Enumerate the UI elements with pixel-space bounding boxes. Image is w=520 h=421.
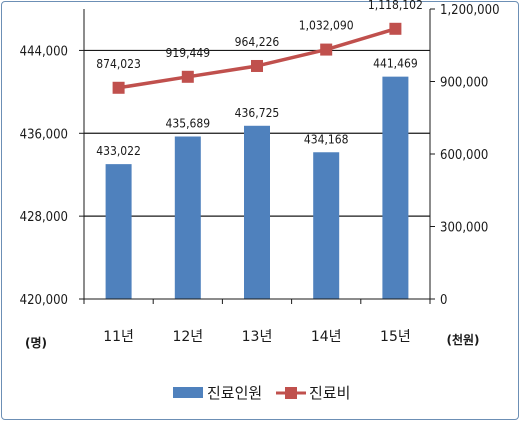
line-marker — [112, 81, 125, 94]
legend-swatch-marker — [285, 387, 297, 399]
bar-data-label: 441,469 — [373, 57, 418, 71]
legend-label-line: 진료비 — [309, 384, 350, 402]
right-tick-label: 1,200,000 — [440, 3, 500, 18]
line-marker — [181, 70, 194, 83]
x-tick-label: 11년 — [103, 329, 134, 345]
left-tick-label: 428,000 — [20, 210, 68, 225]
right-tick-label: 0 — [440, 293, 447, 308]
legend-swatch-bar — [173, 387, 203, 398]
x-tick-label: 13년 — [242, 329, 273, 345]
bar — [382, 76, 409, 299]
right-tick-label: 900,000 — [440, 76, 488, 91]
bar — [313, 152, 340, 299]
left-tick-label: 420,000 — [20, 293, 68, 308]
bar-data-label: 434,168 — [304, 132, 349, 146]
bar — [105, 164, 132, 299]
axes: 420,000 428,000 436,000 444,000 0 300,000 600,… — [20, 3, 500, 345]
left-axis-unit: (명) — [25, 336, 47, 350]
line-marker — [320, 43, 333, 56]
legend-label-bar: 진료인원 — [207, 384, 262, 402]
legend: 진료인원 진료비 — [173, 384, 350, 402]
line-data-label: 1,118,102 — [368, 0, 423, 12]
bar-series — [105, 76, 409, 299]
data-labels: 433,022 435,689 436,725 434,168 441,469 874,0… — [96, 0, 423, 158]
right-tick-label: 300,000 — [440, 221, 488, 236]
bar-data-label: 433,022 — [96, 144, 141, 158]
line-marker — [251, 59, 263, 72]
line-data-label: 1,032,090 — [299, 19, 354, 33]
bar-data-label: 435,689 — [165, 117, 210, 131]
right-tick-label: 600,000 — [440, 148, 488, 163]
line-data-label: 919,449 — [165, 46, 210, 60]
left-tick-label: 444,000 — [20, 44, 68, 59]
x-tick-label: 15년 — [380, 329, 411, 345]
x-tick-label: 12년 — [172, 329, 203, 345]
right-axis-unit: (천원) — [446, 332, 479, 347]
line-data-label: 964,226 — [235, 35, 280, 49]
line-marker — [389, 22, 402, 35]
left-tick-label: 436,000 — [20, 127, 68, 142]
bar-data-label: 436,725 — [235, 106, 280, 120]
x-tick-label: 14년 — [311, 329, 342, 345]
bar — [174, 136, 201, 299]
line-data-label: 874,023 — [96, 57, 141, 71]
bar — [244, 125, 270, 299]
line-series — [112, 22, 402, 94]
